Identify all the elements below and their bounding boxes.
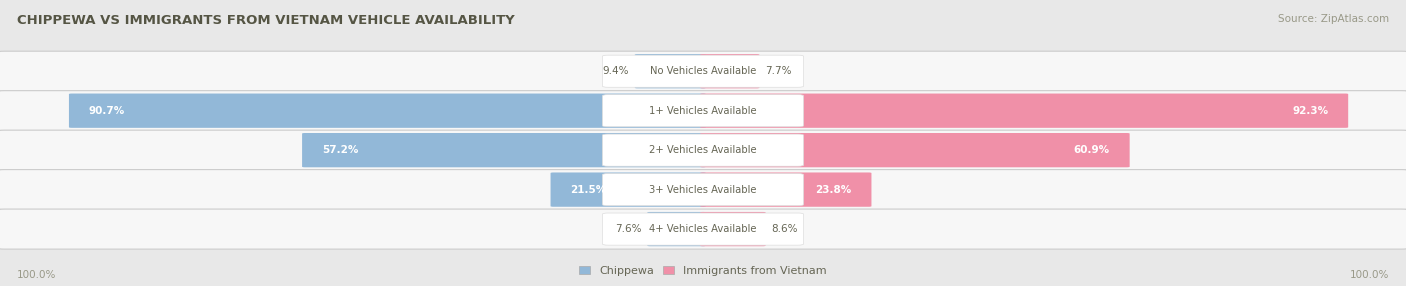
- FancyBboxPatch shape: [603, 174, 804, 206]
- FancyBboxPatch shape: [700, 133, 1129, 167]
- FancyBboxPatch shape: [603, 134, 804, 166]
- FancyBboxPatch shape: [700, 172, 872, 207]
- Text: 9.4%: 9.4%: [603, 66, 628, 76]
- Legend: Chippewa, Immigrants from Vietnam: Chippewa, Immigrants from Vietnam: [575, 261, 831, 281]
- FancyBboxPatch shape: [0, 209, 1406, 249]
- Text: 57.2%: 57.2%: [322, 145, 359, 155]
- FancyBboxPatch shape: [700, 212, 766, 246]
- FancyBboxPatch shape: [0, 91, 1406, 131]
- Text: 2+ Vehicles Available: 2+ Vehicles Available: [650, 145, 756, 155]
- FancyBboxPatch shape: [551, 172, 706, 207]
- FancyBboxPatch shape: [647, 212, 706, 246]
- Text: 90.7%: 90.7%: [89, 106, 125, 116]
- Text: 4+ Vehicles Available: 4+ Vehicles Available: [650, 224, 756, 234]
- Text: 21.5%: 21.5%: [571, 185, 606, 194]
- Text: 23.8%: 23.8%: [815, 185, 852, 194]
- Text: No Vehicles Available: No Vehicles Available: [650, 66, 756, 76]
- Text: 8.6%: 8.6%: [772, 224, 797, 234]
- Text: 7.7%: 7.7%: [765, 66, 792, 76]
- Text: Source: ZipAtlas.com: Source: ZipAtlas.com: [1278, 14, 1389, 24]
- Text: 3+ Vehicles Available: 3+ Vehicles Available: [650, 185, 756, 194]
- Text: 100.0%: 100.0%: [1350, 270, 1389, 279]
- FancyBboxPatch shape: [603, 213, 804, 245]
- FancyBboxPatch shape: [0, 130, 1406, 170]
- FancyBboxPatch shape: [700, 54, 759, 88]
- FancyBboxPatch shape: [302, 133, 706, 167]
- FancyBboxPatch shape: [0, 51, 1406, 91]
- FancyBboxPatch shape: [0, 170, 1406, 210]
- FancyBboxPatch shape: [700, 94, 1348, 128]
- Text: 92.3%: 92.3%: [1292, 106, 1329, 116]
- Text: 60.9%: 60.9%: [1074, 145, 1109, 155]
- Text: CHIPPEWA VS IMMIGRANTS FROM VIETNAM VEHICLE AVAILABILITY: CHIPPEWA VS IMMIGRANTS FROM VIETNAM VEHI…: [17, 14, 515, 27]
- Text: 1+ Vehicles Available: 1+ Vehicles Available: [650, 106, 756, 116]
- Text: 100.0%: 100.0%: [17, 270, 56, 279]
- FancyBboxPatch shape: [603, 55, 804, 87]
- FancyBboxPatch shape: [603, 95, 804, 127]
- FancyBboxPatch shape: [69, 94, 706, 128]
- Text: 7.6%: 7.6%: [616, 224, 641, 234]
- FancyBboxPatch shape: [634, 54, 706, 88]
